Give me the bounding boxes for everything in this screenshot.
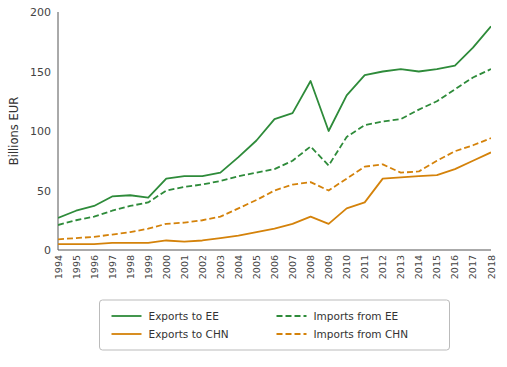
plot-area: [58, 26, 491, 244]
x-tick-label: 1999: [143, 255, 154, 279]
y-tick-label: 0: [44, 244, 51, 257]
chart: 0 50 100 150 200 1994 1995 1996 1997 1998 1999 2000…: [0, 0, 507, 367]
y-axis-line: [58, 12, 59, 250]
x-tick-label: 2011: [359, 255, 370, 279]
legend: Exports to EE Imports from EE Exports to C…: [100, 300, 450, 350]
legend-label: Exports to CHN: [149, 328, 229, 340]
x-axis-line: [58, 250, 491, 251]
legend-label: Imports from CHN: [314, 328, 409, 340]
x-tick-label: 2004: [233, 255, 244, 279]
x-tick-label: 2014: [413, 255, 424, 279]
y-tick-label: 100: [30, 125, 51, 138]
y-tick-label: 50: [37, 185, 51, 198]
x-tick-label: 2010: [341, 255, 352, 279]
x-tick-label: 2017: [467, 255, 478, 279]
x-tick-label: 2007: [287, 255, 298, 279]
legend-box: [100, 300, 450, 350]
x-tick-label: 2016: [449, 255, 460, 279]
x-tick-label: 1996: [89, 255, 100, 279]
x-tick-label: 2013: [395, 255, 406, 279]
series-line: [58, 26, 491, 218]
x-tick-label: 1994: [53, 255, 64, 279]
series-line: [58, 152, 491, 244]
series-line: [58, 138, 491, 239]
legend-swatch: [112, 333, 142, 335]
x-tick-label: 2015: [431, 255, 442, 279]
legend-swatch: [277, 315, 307, 317]
x-tick-label: 2008: [305, 255, 316, 279]
x-tick-label: 2009: [323, 255, 334, 279]
y-tick-label: 150: [30, 66, 51, 79]
legend-swatch: [277, 333, 307, 335]
x-tick-label: 2000: [161, 255, 172, 279]
x-tick-label: 2001: [179, 255, 190, 279]
y-tick-label: 200: [30, 6, 51, 19]
series-line: [58, 69, 491, 225]
y-axis-label: Billions EUR: [7, 97, 21, 165]
x-tick-label: 1997: [107, 255, 118, 279]
x-tick-label: 2003: [215, 255, 226, 279]
x-tick-label: 1998: [125, 255, 136, 279]
x-tick-label: 2018: [486, 255, 497, 279]
x-tick-label: 2002: [197, 255, 208, 279]
x-tick-label: 2006: [269, 255, 280, 279]
legend-label: Imports from EE: [314, 310, 399, 322]
x-tick-label: 1995: [71, 255, 82, 279]
x-tick-label: 2012: [377, 255, 388, 279]
legend-label: Exports to EE: [149, 310, 219, 322]
x-tick-label: 2005: [251, 255, 262, 279]
legend-swatch: [112, 315, 142, 317]
